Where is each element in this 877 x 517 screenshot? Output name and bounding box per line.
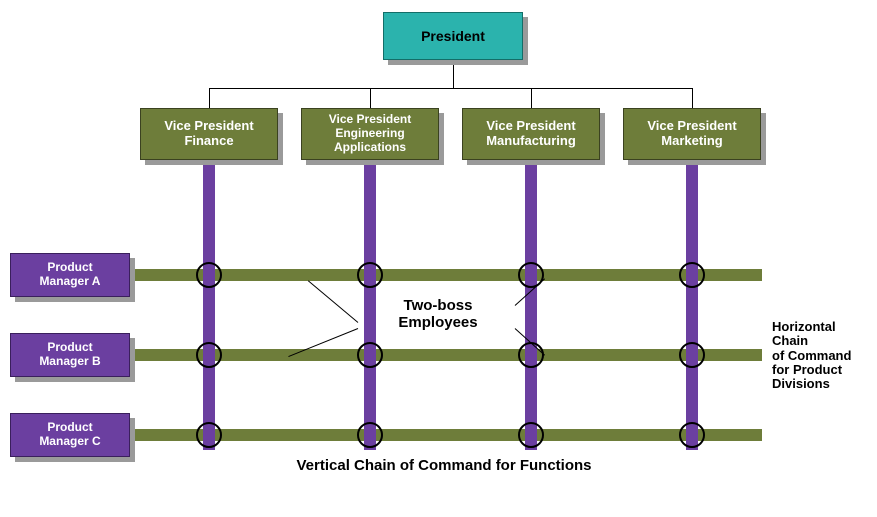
tree-drop-2 xyxy=(531,88,532,108)
pm_a-box: Product Manager A xyxy=(10,253,130,297)
intersection-circle-7 xyxy=(679,342,705,368)
vp_mfg-box: Vice President Manufacturing xyxy=(462,108,600,160)
tree-beam xyxy=(209,88,692,89)
horizontal-chain-label: Horizontal Chain of Command for Product … xyxy=(772,320,874,391)
tree-drop-0 xyxy=(209,88,210,108)
horizontal-bar-0 xyxy=(130,269,762,281)
intersection-circle-5 xyxy=(357,342,383,368)
intersection-circle-10 xyxy=(518,422,544,448)
intersection-circle-0 xyxy=(196,262,222,288)
intersection-circle-2 xyxy=(518,262,544,288)
intersection-circle-11 xyxy=(679,422,705,448)
vp_eng-box: Vice President Engineering Applications xyxy=(301,108,439,160)
horizontal-bar-1 xyxy=(130,349,762,361)
tree-drop-1 xyxy=(370,88,371,108)
intersection-circle-1 xyxy=(357,262,383,288)
callout-line-0 xyxy=(308,280,358,323)
president-box: President xyxy=(383,12,523,60)
tree-drop-3 xyxy=(692,88,693,108)
vertical-bar-2 xyxy=(525,160,537,450)
intersection-circle-3 xyxy=(679,262,705,288)
vertical-chain-label: Vertical Chain of Command for Functions xyxy=(234,458,654,475)
intersection-circle-6 xyxy=(518,342,544,368)
vertical-bar-3 xyxy=(686,160,698,450)
pm_c-box: Product Manager C xyxy=(10,413,130,457)
pm_b-box: Product Manager B xyxy=(10,333,130,377)
two-boss-label: Two-boss Employees xyxy=(358,298,518,331)
vp_finance-box: Vice President Finance xyxy=(140,108,278,160)
vertical-bar-0 xyxy=(203,160,215,450)
vp_mkt-box: Vice President Marketing xyxy=(623,108,761,160)
intersection-circle-8 xyxy=(196,422,222,448)
horizontal-bar-2 xyxy=(130,429,762,441)
intersection-circle-4 xyxy=(196,342,222,368)
intersection-circle-9 xyxy=(357,422,383,448)
